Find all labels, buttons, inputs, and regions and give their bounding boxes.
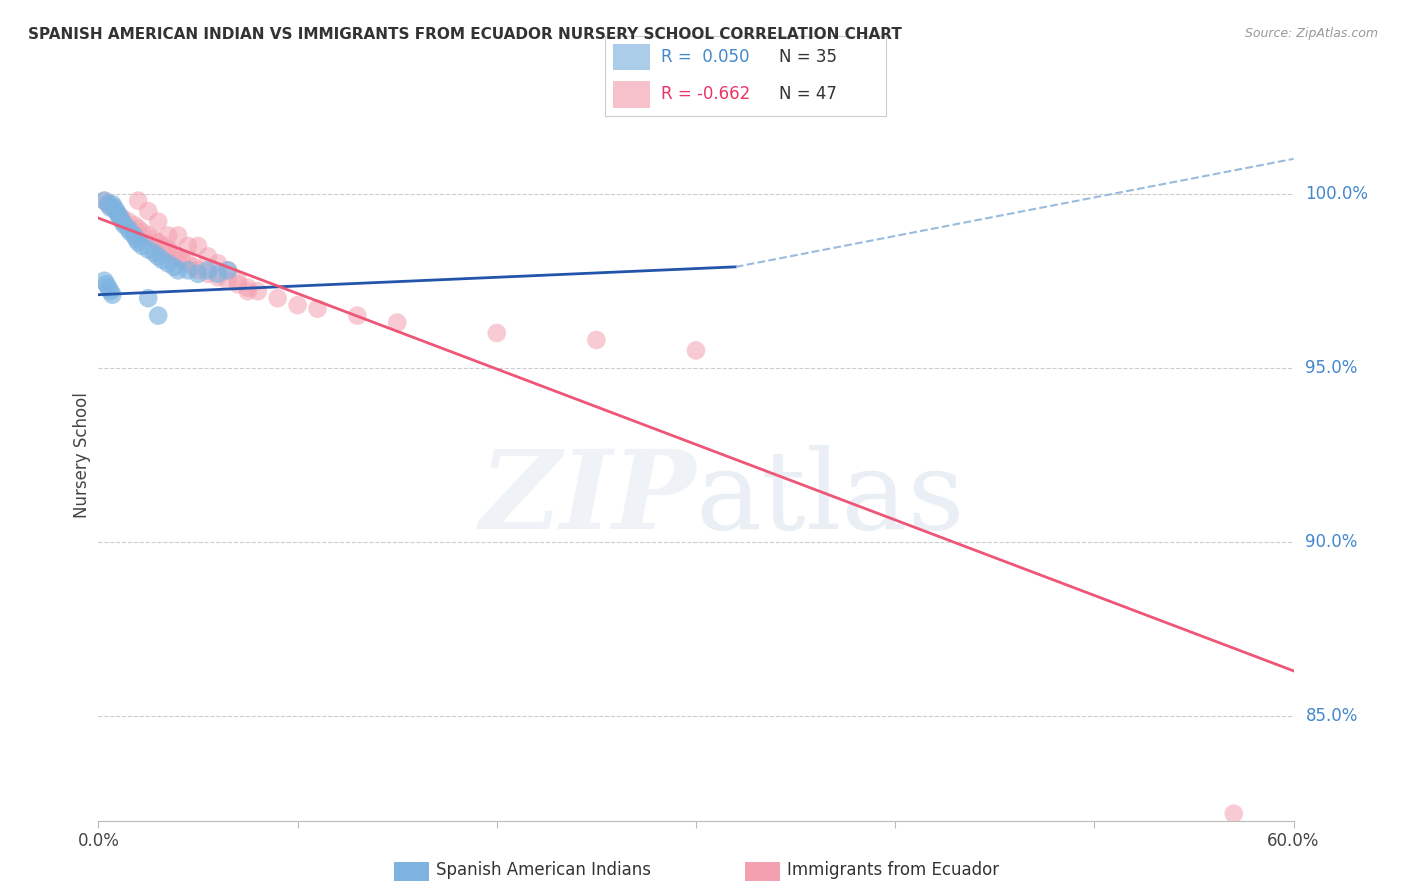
Point bbox=[236, 281, 259, 295]
Point bbox=[177, 263, 200, 277]
Point bbox=[93, 194, 115, 208]
Text: N = 35: N = 35 bbox=[779, 48, 837, 66]
Point bbox=[107, 208, 129, 222]
Text: Immigrants from Ecuador: Immigrants from Ecuador bbox=[787, 861, 1000, 879]
Point bbox=[197, 249, 219, 263]
Point bbox=[287, 298, 309, 312]
Point bbox=[101, 287, 124, 301]
Point bbox=[187, 263, 209, 277]
Point bbox=[136, 228, 159, 243]
Point bbox=[148, 309, 170, 323]
Text: 100.0%: 100.0% bbox=[1305, 185, 1368, 202]
Point bbox=[148, 235, 170, 250]
Point bbox=[125, 232, 148, 246]
Text: ZIP: ZIP bbox=[479, 445, 696, 552]
Point bbox=[197, 267, 219, 281]
Point bbox=[112, 218, 135, 232]
Point bbox=[485, 326, 508, 340]
Point bbox=[207, 256, 229, 270]
Point bbox=[157, 243, 180, 257]
Text: SPANISH AMERICAN INDIAN VS IMMIGRANTS FROM ECUADOR NURSERY SCHOOL CORRELATION CH: SPANISH AMERICAN INDIAN VS IMMIGRANTS FR… bbox=[28, 27, 903, 42]
Point bbox=[157, 228, 180, 243]
Point bbox=[163, 260, 186, 274]
Point bbox=[157, 256, 180, 270]
Point bbox=[127, 235, 149, 250]
Bar bbox=[613, 44, 650, 70]
Point bbox=[101, 197, 124, 211]
Point bbox=[101, 201, 124, 215]
Point bbox=[143, 246, 166, 260]
Point bbox=[107, 208, 129, 222]
Point bbox=[120, 225, 142, 239]
Point bbox=[117, 214, 139, 228]
Point bbox=[124, 228, 146, 243]
Point bbox=[124, 218, 146, 232]
Point bbox=[131, 239, 153, 253]
Text: R =  0.050: R = 0.050 bbox=[661, 48, 749, 66]
Point bbox=[136, 291, 159, 305]
Point bbox=[585, 333, 607, 347]
Point bbox=[131, 225, 153, 239]
Point bbox=[236, 284, 259, 298]
Point bbox=[148, 214, 170, 228]
Point bbox=[97, 197, 120, 211]
Point bbox=[217, 263, 239, 277]
Point bbox=[207, 270, 229, 285]
Point bbox=[127, 194, 149, 208]
Point bbox=[685, 343, 707, 358]
Point bbox=[136, 204, 159, 219]
Point bbox=[246, 284, 269, 298]
Point bbox=[197, 263, 219, 277]
Point bbox=[177, 256, 200, 270]
Point bbox=[111, 214, 134, 228]
Point bbox=[385, 316, 409, 330]
Point bbox=[1222, 806, 1246, 821]
Point bbox=[167, 249, 190, 263]
Text: R = -0.662: R = -0.662 bbox=[661, 86, 749, 103]
Point bbox=[150, 252, 173, 267]
Point bbox=[177, 239, 200, 253]
Point bbox=[97, 281, 120, 295]
Point bbox=[110, 211, 132, 225]
Text: N = 47: N = 47 bbox=[779, 86, 837, 103]
Point bbox=[307, 301, 329, 316]
Point bbox=[97, 197, 120, 211]
Point bbox=[172, 252, 194, 267]
Point bbox=[153, 239, 176, 253]
Bar bbox=[613, 81, 650, 108]
Point bbox=[96, 277, 118, 292]
Text: Source: ZipAtlas.com: Source: ZipAtlas.com bbox=[1244, 27, 1378, 40]
Point bbox=[346, 309, 368, 323]
Text: Spanish American Indians: Spanish American Indians bbox=[436, 861, 651, 879]
Point bbox=[148, 249, 170, 263]
Point bbox=[136, 243, 159, 257]
Point bbox=[105, 204, 128, 219]
Point bbox=[217, 274, 239, 288]
Point bbox=[143, 232, 166, 246]
Point bbox=[117, 221, 139, 235]
Point bbox=[267, 291, 290, 305]
Point bbox=[187, 267, 209, 281]
Text: 95.0%: 95.0% bbox=[1305, 359, 1358, 376]
Point bbox=[187, 239, 209, 253]
Y-axis label: Nursery School: Nursery School bbox=[73, 392, 91, 518]
Point bbox=[167, 228, 190, 243]
Point bbox=[226, 274, 249, 288]
Point bbox=[93, 274, 115, 288]
Point bbox=[127, 221, 149, 235]
Point bbox=[167, 263, 190, 277]
Point bbox=[103, 201, 125, 215]
Point bbox=[93, 194, 115, 208]
Point bbox=[163, 246, 186, 260]
Point bbox=[183, 260, 205, 274]
Text: atlas: atlas bbox=[696, 445, 966, 552]
Point bbox=[98, 284, 122, 298]
Point bbox=[217, 263, 239, 277]
Text: 85.0%: 85.0% bbox=[1305, 707, 1358, 725]
Point bbox=[98, 201, 122, 215]
Point bbox=[111, 211, 134, 225]
Text: 90.0%: 90.0% bbox=[1305, 533, 1358, 551]
Point bbox=[226, 277, 249, 292]
Point bbox=[207, 267, 229, 281]
